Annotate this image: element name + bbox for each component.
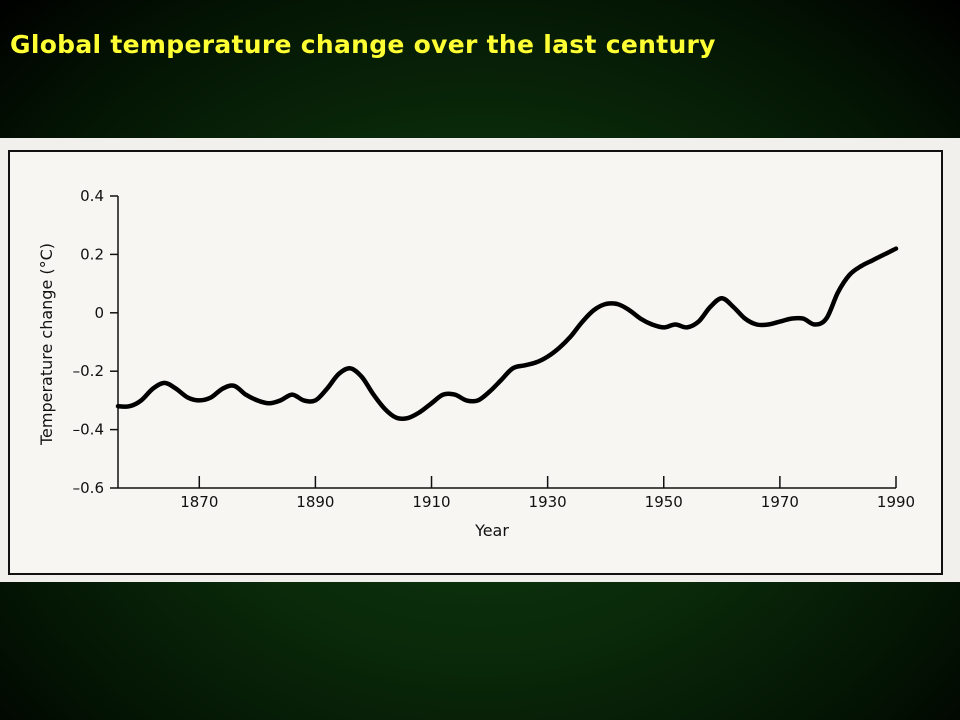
temperature-series-line	[115, 246, 899, 422]
y-ticks: 0.4 0.2 0 –0.2 –0.4 –0.6	[73, 187, 118, 497]
slide-title: Global temperature change over the last …	[10, 30, 716, 59]
axes	[117, 196, 896, 489]
x-tick-label: 1950	[645, 493, 683, 511]
x-axis-label: Year	[474, 521, 509, 540]
x-tick-label: 1970	[761, 493, 799, 511]
y-tick-label: –0.2	[73, 362, 104, 380]
x-ticks: 1870 1890 1910 1930 1950 1970 1990	[180, 476, 915, 511]
y-tick-label: –0.4	[73, 421, 104, 439]
y-tick-label: 0	[94, 304, 104, 322]
x-tick-label: 1870	[180, 493, 218, 511]
y-tick-label: –0.6	[73, 479, 104, 497]
x-tick-label: 1910	[412, 493, 450, 511]
figure-frame	[8, 150, 943, 575]
x-tick-label: 1890	[296, 493, 334, 511]
y-tick-label: 0.2	[80, 245, 104, 263]
y-axis-label: Temperature change (°C)	[37, 243, 56, 446]
x-tick-label: 1930	[529, 493, 567, 511]
y-tick-label: 0.4	[80, 187, 104, 205]
x-tick-label: 1990	[877, 493, 915, 511]
